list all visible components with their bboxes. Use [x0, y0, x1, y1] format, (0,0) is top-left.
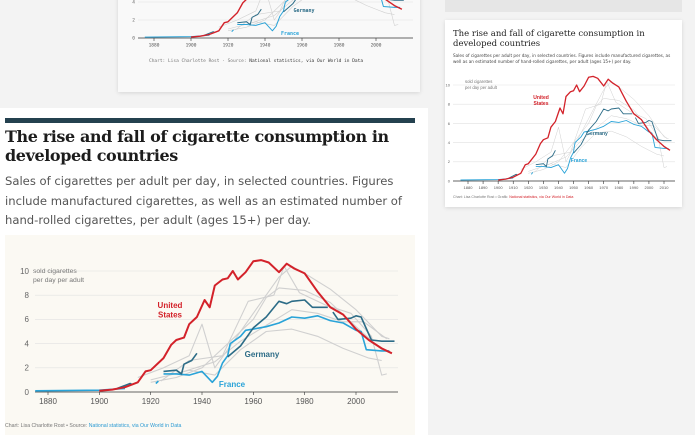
series-label-france: France: [281, 31, 299, 37]
series-line-france: [35, 315, 390, 392]
x-tick-label: 1880: [149, 43, 160, 49]
x-tick-label: 1900: [186, 43, 197, 49]
x-tick-label: 1900: [90, 397, 108, 406]
right-chart: 0 2 4 6 8 10 1880 1890 1900 1910 1920 1930 1940 1950 1…: [446, 75, 675, 199]
series-line-other: [235, 0, 399, 31]
right-chart-card[interactable]: The rise and fall of cigarette consumpti…: [445, 20, 682, 207]
x-tick-label: 1920: [524, 185, 534, 190]
chart-source: Chart: Lisa Charlotte Rost • Source: Nat…: [5, 423, 182, 429]
y-tick-label: 4: [448, 140, 451, 145]
y-tick-label: 8: [25, 291, 30, 300]
series-line-us: [99, 259, 393, 392]
y-tick-label: 4: [25, 339, 30, 348]
series-line-us: [190, 0, 403, 38]
series-line-germany: [117, 299, 395, 390]
y-tick-label: 0: [25, 388, 30, 397]
series-line-other: [528, 98, 671, 174]
x-tick-label: 1960: [244, 397, 262, 406]
x-tick-label: 1960: [584, 185, 594, 190]
x-tick-label: 2000: [371, 43, 382, 49]
x-tick-label: 1900: [494, 185, 504, 190]
x-tick-label: 1920: [223, 43, 234, 49]
title-rule: [5, 118, 415, 123]
series-label-france: France: [219, 380, 246, 389]
series-line-germany: [203, 0, 404, 36]
series-label-germany: Germany: [586, 131, 608, 137]
x-tick-label: 1970: [599, 185, 609, 190]
x-tick-label: 1920: [142, 397, 160, 406]
series-line-france: [144, 0, 401, 38]
y-tick-label: 2: [448, 159, 451, 164]
series-label-us: States: [158, 311, 183, 320]
chart-area: [5, 235, 415, 435]
x-tick-label: 1940: [260, 43, 271, 49]
x-tick-label: 2000: [644, 185, 654, 190]
right-card-title: The rise and fall of cigarette consumpti…: [453, 29, 645, 49]
y-axis-label: sold cigarettes: [33, 268, 77, 275]
chart-source: Chart: Lisa Charlotte Rost • Grafik: Nat…: [453, 195, 573, 199]
y-axis-label: per day per adult: [465, 85, 498, 90]
series-label-us: United: [158, 301, 183, 310]
y-tick-label: 6: [25, 315, 30, 324]
series-line-us: [498, 75, 671, 181]
series-line-other: [150, 287, 393, 383]
series-label-germany: Germany: [245, 350, 280, 359]
main-chart: 0 2 4 6 8 10 1880 1900 1920 1940 1960 1980 2000 sold …: [5, 259, 398, 429]
x-tick-label: 1980: [296, 397, 314, 406]
y-axis-label: sold cigarettes: [465, 79, 492, 84]
x-tick-label: 1950: [569, 185, 579, 190]
series-line-other: [150, 328, 382, 381]
y-tick-label: 2: [25, 364, 30, 373]
series-line-other: [227, 0, 403, 32]
series-line-france: [460, 120, 669, 181]
y-tick-label: 10: [446, 82, 451, 87]
series-label-us: States: [533, 101, 548, 107]
series-line-other: [218, 0, 289, 28]
series-line-germany: [508, 107, 672, 179]
top-chart-card[interactable]: 0 2 4 1880 1900 1920 1940 1960 1980 2000 Germany Fr…: [118, 0, 420, 92]
source-link[interactable]: National statistics, via Our World in Da…: [509, 195, 573, 199]
x-tick-label: 1940: [554, 185, 564, 190]
x-tick-label: 1880: [39, 397, 57, 406]
article-chart: The rise and fall of cigarette consumpti…: [0, 108, 428, 435]
series-label-france: France: [571, 158, 588, 164]
chart-subtitle: Sales of cigarettes per adult per day, i…: [5, 174, 402, 227]
y-tick-label: 0: [132, 36, 135, 42]
source-link[interactable]: National statistics, via Our World in Da…: [89, 423, 182, 429]
y-tick-label: 10: [20, 267, 29, 276]
y-tick-label: 6: [448, 121, 451, 126]
x-tick-label: 1890: [479, 185, 489, 190]
source-link[interactable]: National statistics, via Our World in Da…: [249, 58, 363, 64]
y-tick-label: 4: [132, 0, 135, 6]
chart-source: Chart: Lisa Charlotte Rost · Source: Nat…: [149, 58, 363, 64]
right-card-subtitle: Sales of cigarettes per adult per day, i…: [453, 53, 671, 64]
x-tick-label: 1990: [629, 185, 639, 190]
series-line-other: [246, 0, 294, 25]
page-title: The rise and fall of cigarette consumpti…: [5, 127, 389, 165]
y-tick-label: 2: [132, 18, 135, 24]
series-line-other: [520, 80, 669, 170]
y-axis-label: per day per adult: [33, 277, 84, 284]
series-line-other: [176, 309, 388, 375]
series-label-germany: Germany: [293, 8, 314, 14]
y-tick-label: 0: [448, 178, 451, 183]
x-tick-label: 1940: [193, 397, 211, 406]
top-chart: 0 2 4 1880 1900 1920 1940 1960 1980 2000 Germany Fr…: [132, 0, 413, 64]
series-label-us: United: [533, 95, 549, 101]
x-tick-label: 1980: [614, 185, 624, 190]
series-line-other: [543, 115, 668, 167]
x-tick-label: 1960: [297, 43, 308, 49]
x-tick-label: 1930: [539, 185, 549, 190]
x-tick-label: 1980: [334, 43, 345, 49]
x-tick-label: 2000: [347, 397, 365, 406]
x-tick-label: 1880: [464, 185, 474, 190]
right-card-above: [445, 0, 682, 12]
y-tick-label: 8: [448, 102, 451, 107]
x-tick-label: 1910: [509, 185, 519, 190]
series-line-other: [227, 0, 395, 30]
series-line-other: [528, 130, 665, 172]
x-tick-label: 2010: [660, 185, 670, 190]
series-line-other: [137, 265, 390, 379]
